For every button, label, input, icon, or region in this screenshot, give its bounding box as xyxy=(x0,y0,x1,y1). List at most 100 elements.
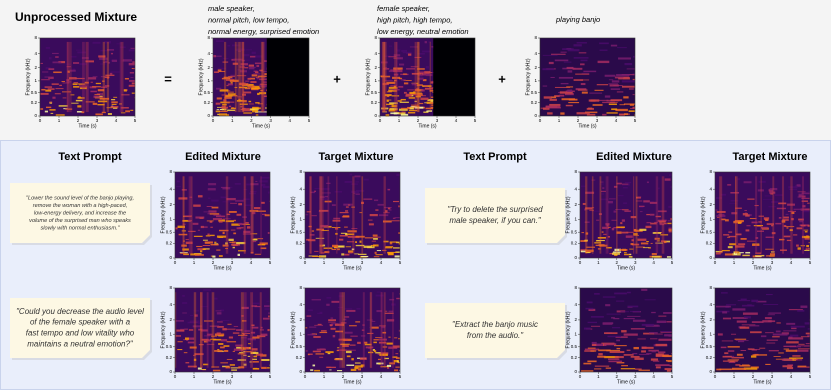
spectrogram-band xyxy=(738,340,745,343)
spectrogram-band xyxy=(260,326,263,329)
spectrogram-band xyxy=(409,91,416,94)
spectrogram-band xyxy=(69,69,76,72)
spectrogram-band xyxy=(575,73,590,75)
spectrogram-band xyxy=(793,208,803,210)
y-tick-label: 2 xyxy=(574,317,577,322)
spectrogram-band xyxy=(588,308,596,311)
spectrogram-band xyxy=(332,335,336,338)
spectrogram-band xyxy=(188,329,194,331)
spectrogram-band xyxy=(326,303,330,306)
spectrogram-band xyxy=(116,43,122,45)
spectrogram-band xyxy=(52,61,62,64)
spectrogram-band xyxy=(715,197,723,199)
spectrogram-band xyxy=(206,220,214,222)
spectrogram-band xyxy=(559,91,573,94)
spectrogram-band xyxy=(744,210,747,211)
spectrogram-band xyxy=(384,312,394,314)
spectrogram-band xyxy=(241,48,246,51)
x-tick-label: 1 xyxy=(231,118,234,123)
spectrogram-band xyxy=(361,329,365,331)
spectrogram-band xyxy=(797,366,810,368)
spectrogram-band xyxy=(765,293,773,296)
spectrogram-band xyxy=(575,88,587,91)
spectrogram-band xyxy=(616,339,621,342)
spectrogram-band xyxy=(248,103,254,105)
spectrogram-band xyxy=(586,301,593,304)
spectrogram-band xyxy=(385,247,393,249)
spectrogram-band xyxy=(104,60,108,63)
spectrogram-band xyxy=(611,108,618,111)
spectrogram-band xyxy=(623,186,628,189)
spectrogram-band xyxy=(75,99,83,102)
spectrogram-band xyxy=(362,324,365,326)
spectrogram-band xyxy=(591,210,601,212)
spectrogram-band xyxy=(733,317,749,319)
spectrogram-band xyxy=(389,242,393,245)
spectrogram-band xyxy=(619,104,625,106)
spectrogram-band xyxy=(222,187,231,190)
y-tick-label: 4 xyxy=(34,51,37,56)
spectrogram-band xyxy=(376,291,382,293)
spectrogram-onset xyxy=(362,292,365,368)
y-tick-label: 8 xyxy=(534,35,537,40)
spectrogram-band xyxy=(627,315,641,317)
spectrogram-band xyxy=(587,321,598,324)
spectrogram-band xyxy=(631,239,634,242)
spectrogram-band xyxy=(626,291,631,294)
source-caption: high pitch, high tempo, xyxy=(377,15,452,24)
spectrogram-band xyxy=(233,58,243,61)
spectrogram-band xyxy=(250,331,256,334)
spectrogram-band xyxy=(586,107,594,110)
spectrogram-band xyxy=(398,243,400,245)
spectrogram-band xyxy=(97,89,105,92)
spectrogram-band xyxy=(783,348,790,350)
y-axis-label: Frequency (kHz) xyxy=(565,311,571,348)
spectrogram-band xyxy=(731,212,738,215)
spectrogram-band xyxy=(266,89,267,91)
spectrogram-band xyxy=(217,349,220,351)
spectrogram-band xyxy=(364,237,374,239)
spectrogram-band xyxy=(388,89,398,92)
spectrogram-band xyxy=(327,352,331,355)
spectrogram-band xyxy=(624,113,629,116)
x-axis-label: Time (s) xyxy=(213,265,231,271)
spectrogram-band xyxy=(424,41,427,44)
spectrogram-onset xyxy=(383,292,386,368)
spectrogram-band xyxy=(252,107,261,110)
spectrogram-band xyxy=(232,350,236,352)
y-tick-label: 0.5 xyxy=(706,344,713,349)
spectrogram-band xyxy=(316,348,326,351)
spectrogram-band xyxy=(664,334,672,337)
spectrogram-band xyxy=(187,337,195,340)
spectrogram-band xyxy=(650,338,658,340)
spectrogram-band xyxy=(210,234,215,237)
y-tick-label: 0.2 xyxy=(371,100,378,105)
spectrogram-band xyxy=(314,369,320,372)
spectrogram-band xyxy=(602,226,609,229)
spectrogram-band xyxy=(238,223,246,225)
spectrogram-band xyxy=(183,240,185,242)
spectrogram-band xyxy=(774,194,783,196)
spectrogram-band xyxy=(368,223,374,226)
spectrogram-band xyxy=(209,213,220,215)
spectrogram-band xyxy=(306,315,312,317)
spectrogram-band xyxy=(103,61,106,64)
spectrogram-band xyxy=(638,206,644,209)
spectrogram-band xyxy=(758,221,762,223)
spectrogram-band xyxy=(372,349,375,351)
spectrogram-band xyxy=(97,100,108,103)
spectrogram-band xyxy=(243,189,248,191)
spectrogram-band xyxy=(741,364,750,366)
spectrogram-onset xyxy=(82,41,85,113)
spectrogram-onset xyxy=(200,292,203,368)
spectrogram-band xyxy=(651,253,657,256)
spectrogram-band xyxy=(551,53,566,55)
spectrogram-band xyxy=(355,244,365,247)
spectrogram-band xyxy=(66,79,70,82)
spectrogram-band xyxy=(758,180,766,183)
spectrogram-band xyxy=(243,230,251,233)
spectrogram-band xyxy=(216,109,220,111)
spectrogram-band xyxy=(233,326,239,327)
spectrogram-onset xyxy=(238,41,241,113)
